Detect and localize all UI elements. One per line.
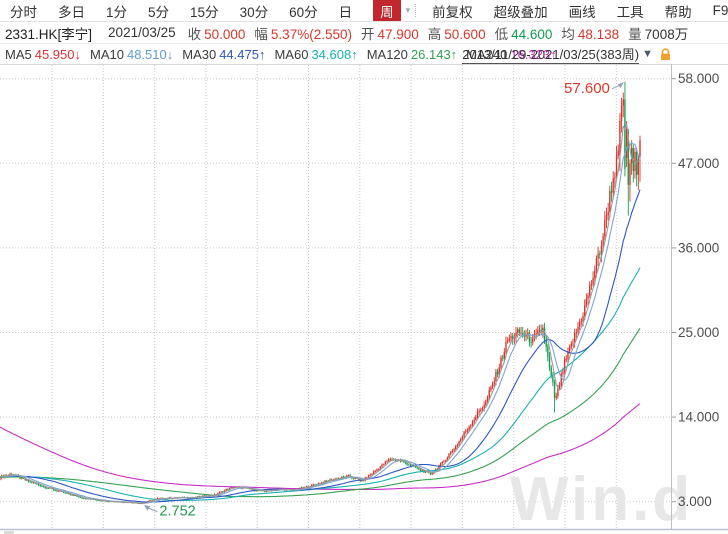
ma5-value: 45.950↓ — [34, 46, 81, 62]
menu-draw-line[interactable]: 画线 — [568, 4, 596, 20]
quote-date: 2021/03/25 — [108, 25, 176, 40]
menu-forward-adjust[interactable]: 前复权 — [432, 4, 473, 20]
tab-weekly-active[interactable]: 周 — [373, 0, 401, 21]
menu-super-overlay[interactable]: 超级叠加 — [493, 4, 548, 20]
field-avg: 均 48.138 — [561, 26, 620, 42]
tab-1min[interactable]: 1分 — [106, 4, 128, 20]
volume-value: 7008万 — [644, 26, 689, 42]
field-open: 开 47.900 — [360, 26, 419, 42]
field-low: 低 44.600 — [494, 26, 553, 42]
ma10-value: 48.510↓ — [126, 46, 174, 62]
tab-30min[interactable]: 30分 — [239, 4, 269, 20]
y-axis-label: 3.000 — [678, 494, 712, 509]
range-dropdown-icon[interactable]: ▼ — [642, 48, 653, 60]
candlestick-chart[interactable]: Win.d 58.000 47.000 36.000 25.000 14.000 3.000… — [0, 64, 728, 534]
toolbar-divider — [415, 4, 417, 17]
ma240-value: 16.323↑ — [510, 46, 557, 62]
tab-fenshi[interactable]: 分时 — [10, 4, 37, 20]
ma30-legend: MA30 44.475↑ — [182, 46, 266, 62]
date-range-selector[interactable]: 2013/11/29-2021/03/25(383周) — [462, 44, 640, 64]
menu-f9[interactable]: F9 — [712, 3, 728, 18]
ma120-value: 26.143↑ — [410, 46, 458, 62]
tab-duori[interactable]: 多日 — [58, 4, 85, 20]
lock-icon[interactable] — [659, 47, 672, 61]
chevron-down-icon[interactable]: ▾ — [405, 5, 411, 15]
field-volume: 量 7008万 — [628, 26, 689, 42]
y-axis-label: 25.000 — [678, 325, 719, 340]
ma60-value: 34.608↑ — [311, 46, 358, 62]
ma30-value: 44.475↑ — [219, 46, 266, 62]
tab-15min[interactable]: 15分 — [190, 4, 219, 20]
symbol-name[interactable]: 2331.HK[李宁] — [5, 26, 93, 42]
field-high: 高 50.600 — [427, 26, 486, 42]
open-value: 47.900 — [377, 26, 419, 42]
y-axis-label: 14.000 — [678, 410, 719, 425]
y-axis-label: 47.000 — [678, 156, 719, 171]
tab-60min[interactable]: 60分 — [289, 4, 318, 20]
annotation-high: 57.600 — [564, 80, 610, 97]
ma10-legend: MA10 48.510↓ — [90, 46, 174, 62]
tab-daily[interactable]: 日 — [338, 4, 353, 20]
field-change: 幅 5.37%(2.550) — [254, 26, 352, 42]
ma240-legend: MA240 16.323↑ — [466, 46, 557, 62]
annotation-low: 2.752 — [159, 504, 195, 520]
menu-tools[interactable]: 工具 — [616, 4, 644, 20]
ma-legend-bar: MA5 45.950↓ MA10 48.510↓ MA30 44.475↑ MA60 3… — [0, 44, 728, 64]
quote-bar: 2331.HK[李宁] 2021/03/25 收 50.000 幅 5.37%(2.… — [0, 22, 728, 44]
ma120-legend: MA120 26.143↑ — [366, 46, 458, 62]
high-value: 50.600 — [444, 26, 486, 42]
menu-help[interactable]: 帮助 — [664, 4, 692, 20]
change-value: 5.37%(2.550) — [270, 26, 352, 42]
field-close: 收 50.000 — [187, 26, 246, 42]
avg-value: 48.138 — [577, 26, 620, 42]
ma5-legend: MA5 45.950↓ — [5, 46, 81, 62]
close-value: 50.000 — [204, 26, 246, 42]
wind-watermark: Win.d — [510, 465, 693, 534]
ma60-legend: MA60 34.608↑ — [274, 46, 358, 62]
toolbar: 分时 多日 1分 5分 15分 30分 60分 日 周 ▾ 前复权 超级叠加 画… — [0, 0, 728, 22]
tab-5min[interactable]: 5分 — [148, 4, 170, 20]
y-axis-label: 36.000 — [678, 240, 719, 255]
low-value: 44.600 — [511, 26, 553, 42]
y-axis-label: 58.000 — [678, 71, 719, 86]
